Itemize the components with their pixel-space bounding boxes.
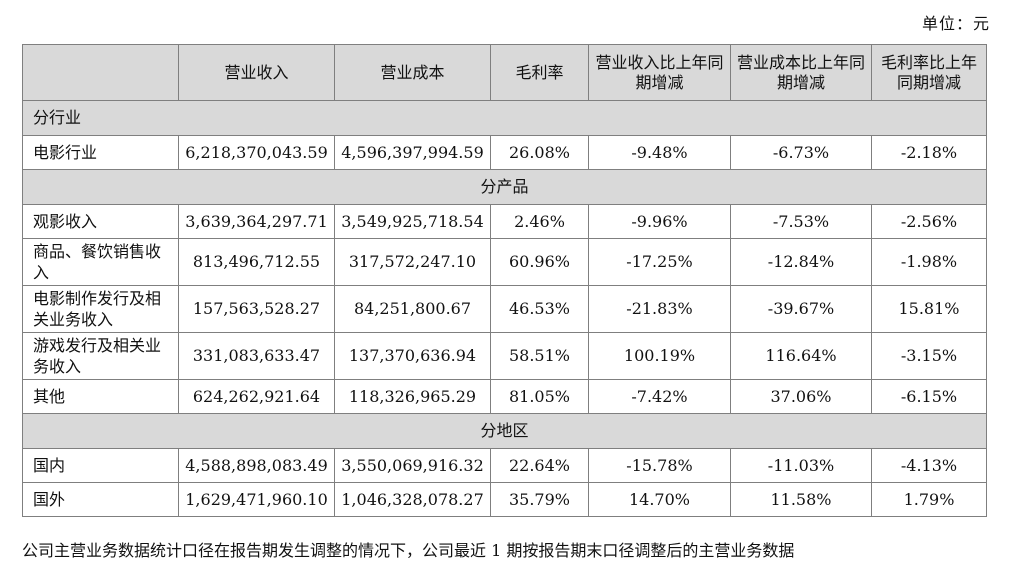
table-row: 国内 4,588,898,083.49 3,550,069,916.32 22.… (22, 448, 987, 483)
row-label: 游戏发行及相关业务收入 (22, 332, 179, 380)
cell-cost: 4,596,397,994.59 (334, 135, 491, 170)
cell-revenue: 3,639,364,297.71 (178, 204, 335, 239)
cell-revenue-yoy: -9.96% (588, 204, 731, 239)
main-business-table: 营业收入 营业成本 毛利率 营业收入比上年同期增减 营业成本比上年同期增减 毛利… (22, 44, 987, 517)
cell-margin-yoy: 15.81% (871, 285, 987, 333)
section-row-product: 分产品 (22, 169, 987, 205)
header-gross-margin: 毛利率 (490, 44, 589, 101)
cell-margin-yoy: -2.18% (871, 135, 987, 170)
cell-margin-yoy: -4.13% (871, 448, 987, 483)
header-cost: 营业成本 (334, 44, 491, 101)
section-label: 分产品 (22, 169, 987, 205)
cell-gross-margin: 46.53% (490, 285, 589, 333)
cell-revenue: 1,629,471,960.10 (178, 482, 335, 517)
cell-margin-yoy: -1.98% (871, 238, 987, 286)
cell-cost: 3,550,069,916.32 (334, 448, 491, 483)
row-label: 其他 (22, 379, 179, 414)
cell-gross-margin: 2.46% (490, 204, 589, 239)
table-row: 游戏发行及相关业务收入 331,083,633.47 137,370,636.9… (22, 332, 987, 380)
cell-revenue: 157,563,528.27 (178, 285, 335, 333)
section-row-region: 分地区 (22, 413, 987, 449)
row-label: 电影行业 (22, 135, 179, 170)
unit-label: 单位：元 (921, 14, 990, 33)
section-label: 分地区 (22, 413, 987, 449)
row-label: 国外 (22, 482, 179, 517)
table-row: 商品、餐饮销售收入 813,496,712.55 317,572,247.10 … (22, 238, 987, 286)
cell-cost: 118,326,965.29 (334, 379, 491, 414)
cell-revenue-yoy: -9.48% (588, 135, 731, 170)
cell-gross-margin: 81.05% (490, 379, 589, 414)
cell-gross-margin: 35.79% (490, 482, 589, 517)
cell-revenue: 4,588,898,083.49 (178, 448, 335, 483)
header-revenue: 营业收入 (178, 44, 335, 101)
cell-margin-yoy: -6.15% (871, 379, 987, 414)
header-cost-yoy: 营业成本比上年同期增减 (730, 44, 872, 101)
row-label: 观影收入 (22, 204, 179, 239)
cell-revenue-yoy: -15.78% (588, 448, 731, 483)
cell-cost: 137,370,636.94 (334, 332, 491, 380)
cell-cost-yoy: 116.64% (730, 332, 872, 380)
cell-cost: 1,046,328,078.27 (334, 482, 491, 517)
table-row: 观影收入 3,639,364,297.71 3,549,925,718.54 2… (22, 204, 987, 239)
cell-cost-yoy: -12.84% (730, 238, 872, 286)
cell-gross-margin: 60.96% (490, 238, 589, 286)
cell-cost: 3,549,925,718.54 (334, 204, 491, 239)
header-revenue-yoy: 营业收入比上年同期增减 (588, 44, 731, 101)
cell-revenue-yoy: -17.25% (588, 238, 731, 286)
row-label: 电影制作发行及相关业务收入 (22, 285, 179, 333)
footnote: 公司主营业务数据统计口径在报告期发生调整的情况下，公司最近 1 期按报告期末口径… (22, 541, 795, 560)
cell-revenue-yoy: 100.19% (588, 332, 731, 380)
cell-revenue: 624,262,921.64 (178, 379, 335, 414)
cell-cost-yoy: -7.53% (730, 204, 872, 239)
cell-revenue-yoy: -7.42% (588, 379, 731, 414)
cell-cost: 84,251,800.67 (334, 285, 491, 333)
cell-margin-yoy: 1.79% (871, 482, 987, 517)
cell-margin-yoy: -2.56% (871, 204, 987, 239)
section-row-industry: 分行业 (22, 100, 987, 136)
cell-revenue: 331,083,633.47 (178, 332, 335, 380)
cell-revenue: 813,496,712.55 (178, 238, 335, 286)
cell-cost: 317,572,247.10 (334, 238, 491, 286)
row-label: 国内 (22, 448, 179, 483)
section-label: 分行业 (22, 100, 987, 136)
header-blank (22, 44, 179, 101)
table-row: 其他 624,262,921.64 118,326,965.29 81.05% … (22, 379, 987, 414)
cell-cost-yoy: -39.67% (730, 285, 872, 333)
header-row: 营业收入 营业成本 毛利率 营业收入比上年同期增减 营业成本比上年同期增减 毛利… (22, 44, 987, 101)
header-margin-yoy: 毛利率比上年同期增减 (871, 44, 987, 101)
cell-cost-yoy: -6.73% (730, 135, 872, 170)
cell-revenue-yoy: -21.83% (588, 285, 731, 333)
table-row: 国外 1,629,471,960.10 1,046,328,078.27 35.… (22, 482, 987, 517)
table-row: 电影行业 6,218,370,043.59 4,596,397,994.59 2… (22, 135, 987, 170)
cell-cost-yoy: -11.03% (730, 448, 872, 483)
cell-gross-margin: 22.64% (490, 448, 589, 483)
cell-revenue: 6,218,370,043.59 (178, 135, 335, 170)
cell-revenue-yoy: 14.70% (588, 482, 731, 517)
cell-cost-yoy: 11.58% (730, 482, 872, 517)
table-row: 电影制作发行及相关业务收入 157,563,528.27 84,251,800.… (22, 285, 987, 333)
cell-gross-margin: 26.08% (490, 135, 589, 170)
row-label: 商品、餐饮销售收入 (22, 238, 179, 286)
cell-cost-yoy: 37.06% (730, 379, 872, 414)
cell-margin-yoy: -3.15% (871, 332, 987, 380)
cell-gross-margin: 58.51% (490, 332, 589, 380)
